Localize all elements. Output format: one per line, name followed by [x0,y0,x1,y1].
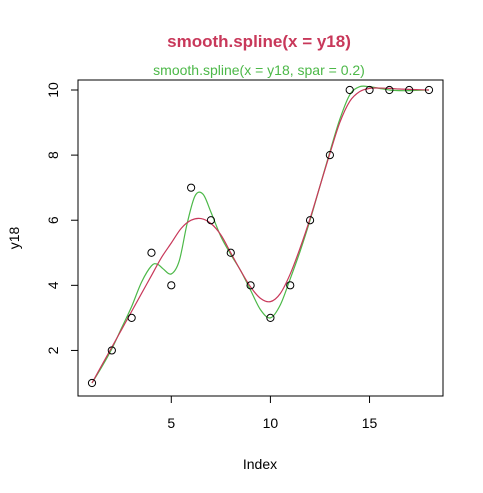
data-point [424,85,434,95]
x-tick-label: 5 [167,415,175,431]
data-points [87,85,434,388]
y-tick-label: 4 [45,281,61,289]
data-point [385,85,394,95]
x-axis: 5 10 15 [167,395,378,431]
data-point [127,313,136,322]
x-tick-label: 15 [362,415,378,431]
data-point [345,85,354,95]
plot-frame [77,79,444,397]
data-point [286,281,295,290]
y-tick-label: 2 [45,346,61,354]
data-point [365,85,374,95]
y-tick-label: 10 [45,82,61,98]
spline-spar-line [91,85,430,384]
y-tick-label: 8 [45,151,61,159]
data-point [305,216,315,225]
data-point [206,216,216,225]
x-tick-label: 10 [263,415,279,431]
spline-default-line [91,87,430,384]
y-axis-label: y18 [6,227,22,250]
y-axis: 2 4 6 8 10 [45,82,79,354]
data-point [226,248,235,257]
data-point [246,281,255,290]
data-point [187,183,196,192]
y-tick-label: 6 [45,216,61,224]
data-point [405,85,414,95]
chart-subtitle: smooth.spline(x = y18, spar = 0.2) [153,62,365,78]
data-point [107,346,116,355]
chart-title: smooth.spline(x = y18) [167,32,351,51]
data-point [167,281,176,290]
data-point [87,378,97,388]
data-point [266,313,275,322]
data-point [147,248,156,257]
data-point [325,151,334,160]
spline-lines [91,85,430,384]
x-axis-label: Index [243,456,277,472]
